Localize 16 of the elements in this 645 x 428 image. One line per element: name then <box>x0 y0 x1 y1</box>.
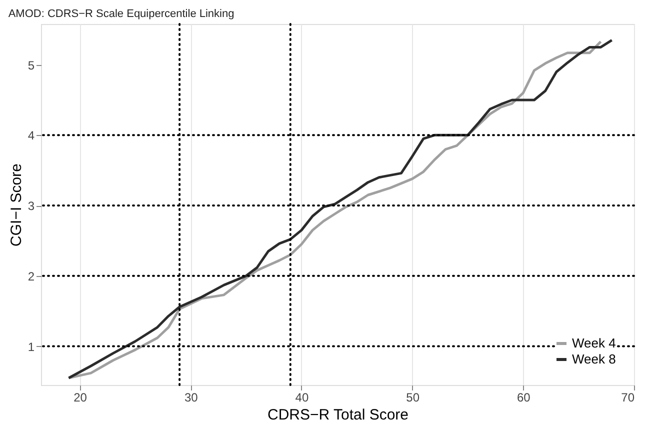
x-axis-title: CDRS−R Total Score <box>267 406 409 424</box>
x-tick-label: 30 <box>184 390 198 404</box>
x-tick-label: 40 <box>295 390 309 404</box>
y-tick-label: 3 <box>28 199 35 214</box>
legend-label: Week 4 <box>572 336 616 350</box>
y-tick-label: 5 <box>28 58 35 72</box>
y-tick-label: 2 <box>28 269 35 284</box>
y-tick-label: 1 <box>28 340 35 354</box>
chart-title: AMOD: CDRS−R Scale Equipercentile Linking <box>8 8 234 20</box>
x-tick-label: 20 <box>74 390 88 404</box>
x-tick-label: 50 <box>406 390 420 404</box>
x-tick-label: 60 <box>516 390 531 404</box>
x-tick-label: 70 <box>621 390 635 404</box>
legend-label: Week 8 <box>572 352 616 366</box>
y-tick-label: 4 <box>28 128 35 143</box>
y-axis-title: CGI−I Score <box>8 164 25 246</box>
